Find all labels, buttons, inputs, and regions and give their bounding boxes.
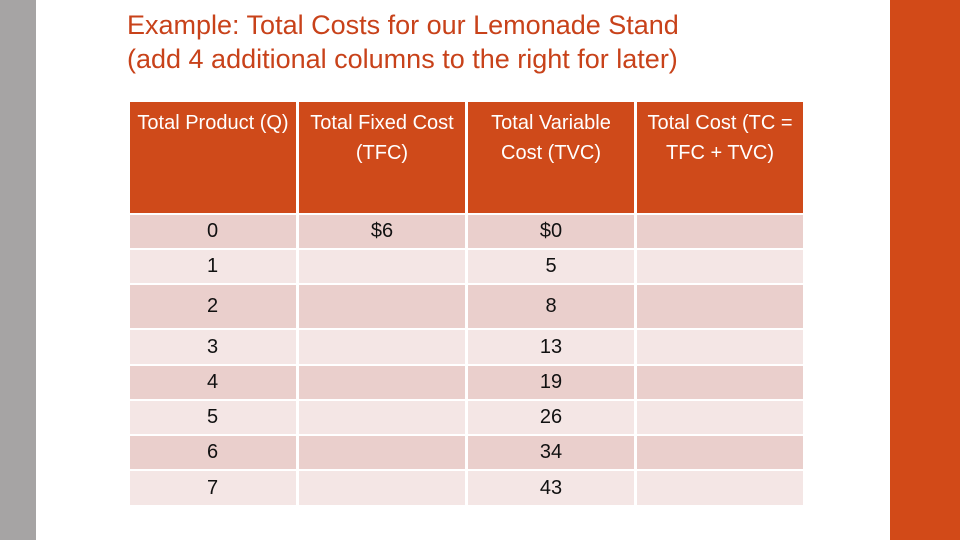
right-decorative-bar: [890, 0, 960, 540]
cell-tc: [637, 330, 803, 364]
slide-title: Example: Total Costs for our Lemonade St…: [127, 8, 867, 76]
cell-q: 7: [130, 471, 296, 505]
title-line-1: Example: Total Costs for our Lemonade St…: [127, 10, 679, 40]
cell-tvc: 13: [468, 330, 634, 364]
cell-tvc: $0: [468, 215, 634, 248]
costs-table: Total Product (Q) Total Fixed Cost (TFC)…: [127, 100, 806, 507]
header-row: Total Product (Q) Total Fixed Cost (TFC)…: [130, 102, 803, 213]
table-row: 0 $6 $0: [130, 215, 803, 248]
table-row: 2 8: [130, 285, 803, 328]
cell-tc: [637, 250, 803, 283]
cell-tfc: $6: [299, 215, 465, 248]
title-line-2: (add 4 additional columns to the right f…: [127, 44, 678, 74]
left-decorative-bar: [0, 0, 36, 540]
table-row: 6 34: [130, 436, 803, 469]
cell-q: 1: [130, 250, 296, 283]
cell-tfc: [299, 330, 465, 364]
header-total-cost: Total Cost (TC = TFC + TVC): [637, 102, 803, 213]
cell-tvc: 5: [468, 250, 634, 283]
cell-q: 3: [130, 330, 296, 364]
cell-tfc: [299, 436, 465, 469]
cell-tvc: 8: [468, 285, 634, 328]
cell-tvc: 26: [468, 401, 634, 434]
cell-tvc: 19: [468, 366, 634, 399]
cell-q: 4: [130, 366, 296, 399]
cell-q: 0: [130, 215, 296, 248]
cell-q: 5: [130, 401, 296, 434]
table-row: 5 26: [130, 401, 803, 434]
cell-tfc: [299, 401, 465, 434]
table-row: 7 43: [130, 471, 803, 505]
header-total-product: Total Product (Q): [130, 102, 296, 213]
cell-tfc: [299, 250, 465, 283]
cell-tc: [637, 471, 803, 505]
table-row: 1 5: [130, 250, 803, 283]
header-total-variable-cost: Total Variable Cost (TVC): [468, 102, 634, 213]
cell-tc: [637, 401, 803, 434]
table-row: 4 19: [130, 366, 803, 399]
cell-tvc: 34: [468, 436, 634, 469]
cell-tc: [637, 285, 803, 328]
cell-tfc: [299, 285, 465, 328]
cell-tc: [637, 436, 803, 469]
cell-tfc: [299, 471, 465, 505]
cell-q: 2: [130, 285, 296, 328]
header-total-fixed-cost: Total Fixed Cost (TFC): [299, 102, 465, 213]
cell-tc: [637, 215, 803, 248]
cell-tvc: 43: [468, 471, 634, 505]
cell-tc: [637, 366, 803, 399]
table-row: 3 13: [130, 330, 803, 364]
cell-tfc: [299, 366, 465, 399]
cell-q: 6: [130, 436, 296, 469]
